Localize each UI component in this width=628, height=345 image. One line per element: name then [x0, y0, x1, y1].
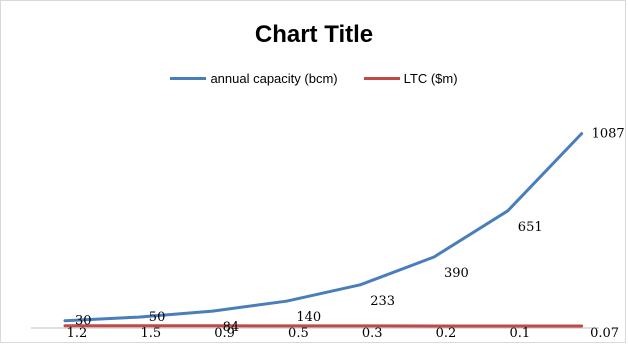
data-label: 140	[296, 310, 321, 325]
x-tick-label: 1.2	[67, 326, 88, 341]
legend-label-annual-capacity: annual capacity (bcm)	[210, 71, 338, 86]
data-label: 651	[518, 220, 543, 235]
chart-title: Chart Title	[254, 21, 374, 48]
data-label: 233	[370, 294, 395, 309]
legend-swatch-ltc	[363, 77, 400, 80]
data-label: 390	[444, 266, 469, 281]
legend: annual capacity (bcm) LTC ($m)	[1, 71, 627, 86]
data-label: 50	[149, 310, 166, 325]
data-label: 1087	[592, 127, 625, 142]
x-tick-label: 0.5	[288, 326, 309, 341]
legend-item-annual-capacity: annual capacity (bcm)	[170, 71, 338, 86]
legend-swatch-annual-capacity	[170, 77, 207, 80]
series-line-0	[63, 132, 584, 323]
data-label: 84	[223, 320, 240, 335]
x-tick-label: 0.3	[362, 326, 383, 341]
x-tick-label: 0.07	[590, 326, 619, 341]
x-tick-label: 0.2	[436, 326, 457, 341]
x-tick-label: 1.5	[140, 326, 161, 341]
legend-label-ltc: LTC ($m)	[403, 71, 458, 86]
x-tick-label: 0.9	[214, 326, 235, 341]
data-label: 30	[75, 314, 92, 329]
legend-item-ltc: LTC ($m)	[363, 71, 458, 86]
x-tick-label: 0.1	[509, 326, 530, 341]
